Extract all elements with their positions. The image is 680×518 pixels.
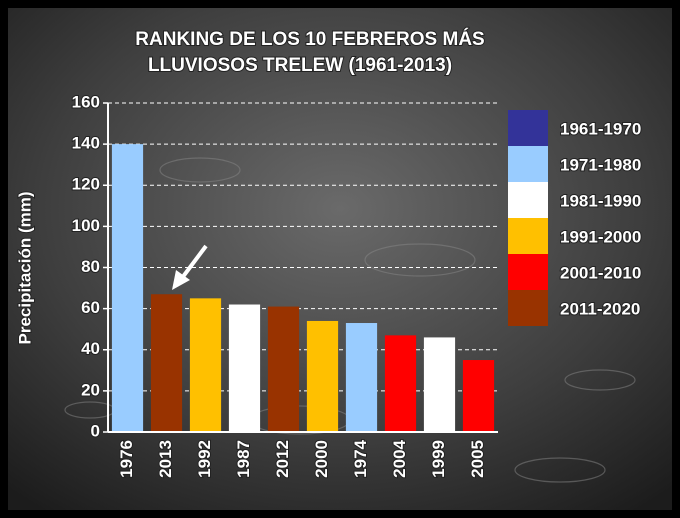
y-tick-label: 20: [81, 380, 100, 399]
x-tick-label: 1974: [351, 439, 370, 477]
bar: [267, 306, 300, 432]
legend-swatch: [508, 290, 548, 326]
legend-swatch: [508, 218, 548, 254]
legend-label: 2011-2020: [560, 299, 640, 318]
y-tick-label: 80: [81, 257, 100, 276]
x-tick-label: 2000: [312, 440, 331, 478]
x-tick-label: 1992: [195, 440, 214, 478]
bar: [150, 294, 183, 432]
x-tick-label: 2004: [390, 439, 409, 477]
legend-label: 2001-2010: [560, 263, 641, 282]
y-tick-label: 0: [91, 421, 100, 440]
bar: [111, 144, 144, 432]
x-tick-label: 2005: [468, 440, 487, 478]
y-axis-label: Precipitación (mm): [15, 191, 34, 344]
bar: [384, 335, 417, 432]
legend-label: 1961-1970: [560, 119, 641, 138]
x-tick-label: 2013: [156, 440, 175, 478]
bar: [462, 360, 495, 432]
legend-swatch: [508, 254, 548, 290]
x-tick-label: 2012: [273, 440, 292, 478]
bar: [306, 320, 339, 432]
chart-title: LLUVIOSOS TRELEW (1961-2013): [148, 55, 452, 76]
bar: [189, 298, 222, 432]
bar: [228, 304, 261, 432]
x-tick-label: 1999: [429, 440, 448, 478]
y-tick-label: 120: [72, 175, 100, 194]
annotation-arrow: [172, 244, 208, 290]
x-tick-label: 1976: [117, 440, 136, 478]
y-tick-label: 140: [72, 134, 100, 153]
legend-label: 1981-1990: [560, 191, 641, 210]
bar: [345, 323, 378, 432]
bar: [423, 337, 456, 432]
chart-title: RANKING DE LOS 10 FEBREROS MÁS: [135, 28, 484, 50]
legend-label: 1971-1980: [560, 155, 641, 174]
legend-swatch: [508, 182, 548, 218]
legend-label: 1991-2000: [560, 227, 641, 246]
legend-swatch: [508, 110, 548, 146]
y-tick-label: 100: [72, 216, 100, 235]
y-tick-label: 40: [81, 339, 100, 358]
y-tick-label: 160: [72, 92, 100, 111]
legend-swatch: [508, 146, 548, 182]
y-tick-label: 60: [81, 298, 100, 317]
x-tick-label: 1987: [234, 440, 253, 478]
